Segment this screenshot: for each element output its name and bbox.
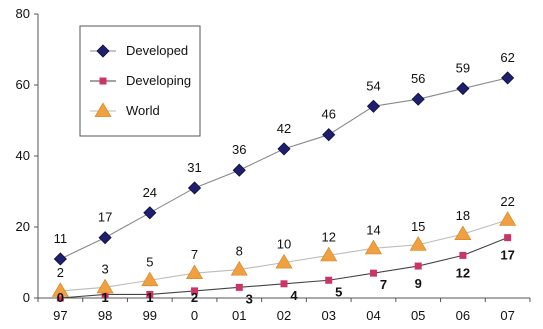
legend-label-developed: Developed	[126, 43, 188, 58]
data-label-world: 14	[366, 222, 380, 237]
legend-marker-developing	[99, 77, 107, 85]
marker-developed	[411, 92, 425, 106]
x-tick-label: 05	[411, 308, 425, 323]
data-label-developed: 17	[98, 210, 112, 225]
marker-world	[364, 239, 382, 255]
marker-world	[230, 261, 248, 276]
data-label-developing: 4	[290, 288, 298, 303]
data-label-developing: 2	[191, 290, 198, 305]
marker-developed	[366, 99, 381, 113]
marker-world	[409, 236, 427, 251]
data-label-developing: 1	[146, 290, 153, 305]
marker-developing	[56, 294, 64, 302]
legend-marker-world	[94, 102, 112, 117]
data-label-developing: 17	[500, 248, 514, 263]
marker-developing	[101, 290, 109, 298]
x-tick-label: 07	[500, 308, 514, 323]
marker-developing	[191, 287, 199, 295]
data-label-developed: 54	[366, 78, 380, 93]
x-tick-label: 04	[366, 308, 380, 323]
y-tick-label: 0	[23, 290, 30, 305]
data-label-developed: 11	[54, 231, 68, 246]
legend-label-developing: Developing	[126, 73, 191, 88]
marker-developing	[235, 283, 243, 291]
data-label-developing: 7	[380, 277, 387, 292]
x-tick-label: 0	[191, 308, 198, 323]
marker-developing	[280, 280, 288, 288]
data-label-developing: 1	[101, 290, 108, 305]
x-tick-label: 01	[232, 308, 246, 323]
series-markers	[51, 71, 517, 302]
data-label-developed: 42	[277, 121, 291, 136]
data-label-world: 3	[101, 261, 108, 276]
legend-label-world: World	[126, 103, 160, 118]
data-label-developing: 0	[57, 290, 64, 305]
x-tick-label: 98	[98, 308, 112, 323]
marker-developed	[143, 206, 157, 220]
data-label-world: 8	[236, 244, 243, 259]
marker-developed	[232, 163, 246, 177]
data-label-developed: 31	[187, 160, 201, 175]
y-tick-label: 40	[16, 148, 30, 163]
marker-world	[141, 271, 159, 287]
marker-developing	[369, 269, 377, 277]
x-tick-label: 06	[456, 308, 470, 323]
data-label-developing: 3	[246, 291, 253, 306]
data-label-world: 7	[191, 247, 198, 262]
marker-developed	[456, 81, 470, 96]
x-tick-label: 03	[321, 308, 335, 323]
data-label-world: 22	[500, 194, 514, 209]
marker-developing	[146, 290, 154, 298]
y-tick-label: 60	[16, 77, 30, 92]
marker-world	[186, 264, 204, 280]
marker-developing	[504, 234, 512, 242]
marker-developed	[277, 142, 291, 156]
marker-developing	[414, 262, 422, 270]
data-label-developing: 12	[456, 265, 470, 280]
marker-world	[275, 253, 293, 269]
data-label-developed: 62	[500, 50, 514, 65]
x-tick-label: 99	[143, 308, 157, 323]
marker-developed	[501, 71, 515, 85]
data-label-world: 18	[456, 208, 470, 223]
marker-world	[51, 282, 69, 297]
x-tick-label: 02	[277, 308, 291, 323]
marker-developed	[98, 231, 112, 245]
legend: Developed Developing World	[79, 25, 201, 137]
data-label-developed: 36	[232, 142, 246, 157]
y-tick-label: 80	[16, 6, 30, 21]
marker-world	[320, 246, 338, 262]
data-label-developed: 59	[456, 61, 470, 76]
marker-developing	[459, 251, 467, 259]
y-tick-label: 20	[16, 219, 30, 234]
data-label-world: 12	[321, 229, 335, 244]
data-label-developed: 46	[321, 107, 335, 122]
data-label-developing: 9	[415, 276, 422, 291]
marker-developing	[325, 276, 333, 284]
data-label-developed: 56	[411, 71, 425, 86]
data-label-world: 10	[277, 237, 291, 252]
data-label-developing: 5	[335, 284, 342, 299]
x-tick-label: 97	[53, 308, 67, 323]
legend-marker-developed	[96, 44, 110, 58]
data-label-world: 2	[57, 265, 64, 280]
marker-world	[499, 211, 517, 226]
data-label-developed: 24	[143, 185, 157, 200]
data-label-world: 5	[146, 254, 153, 269]
marker-developed	[187, 181, 202, 195]
data-label-world: 15	[411, 219, 425, 234]
marker-world	[454, 225, 472, 240]
marker-developed	[322, 128, 336, 142]
marker-developed	[53, 252, 67, 266]
marker-world	[96, 278, 114, 294]
